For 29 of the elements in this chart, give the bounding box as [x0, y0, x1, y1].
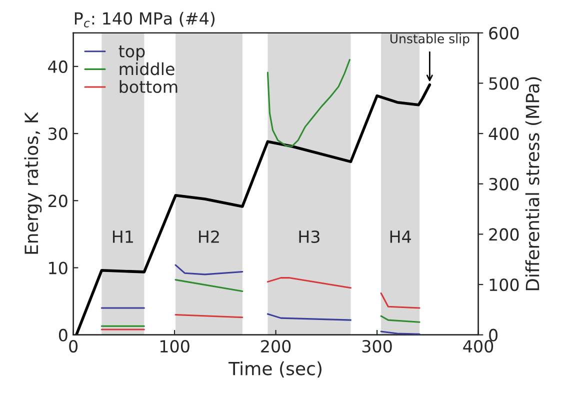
- band-label: H3: [299, 230, 320, 244]
- y-tick-label: 0: [58, 328, 68, 342]
- y2-tick-label: 300: [489, 178, 519, 190]
- y2-tick-label: 400: [488, 127, 519, 140]
- y-tick-label: 30: [48, 127, 68, 140]
- y-axis-title: Energy ratios, K: [24, 112, 42, 254]
- x-tick-label: 400: [463, 340, 494, 353]
- chart-title: P$_{c}$: 140 MPa (#4): [74, 12, 215, 28]
- x-tick-label: 100: [160, 340, 190, 353]
- x-tick-label: 0: [69, 340, 78, 353]
- legend-label: top: [118, 46, 145, 61]
- y2-tick-label: 100: [490, 278, 519, 292]
- band-label: H4: [390, 230, 411, 243]
- y-tick-label: 20: [48, 194, 68, 208]
- legend-label: bottom: [120, 80, 178, 94]
- legend-label: middle: [120, 62, 174, 76]
- x-axis-title: Time (sec): [228, 361, 322, 378]
- y-tick-label: 40: [48, 60, 68, 73]
- y2-axis-title: Differential stress (MPa): [525, 77, 542, 290]
- y-tick-label: 10: [49, 262, 68, 274]
- x-tick-label: 300: [362, 340, 392, 353]
- y2-tick-label: 200: [489, 228, 519, 241]
- band-label: H2: [199, 230, 219, 243]
- x-tick-label: 200: [261, 340, 291, 353]
- band-label: H1: [112, 230, 133, 243]
- y2-tick-label: 600: [489, 26, 519, 40]
- y2-tick-label: 0: [489, 328, 498, 342]
- annotation: Unstable slip: [390, 34, 470, 46]
- y2-tick-label: 500: [489, 77, 519, 90]
